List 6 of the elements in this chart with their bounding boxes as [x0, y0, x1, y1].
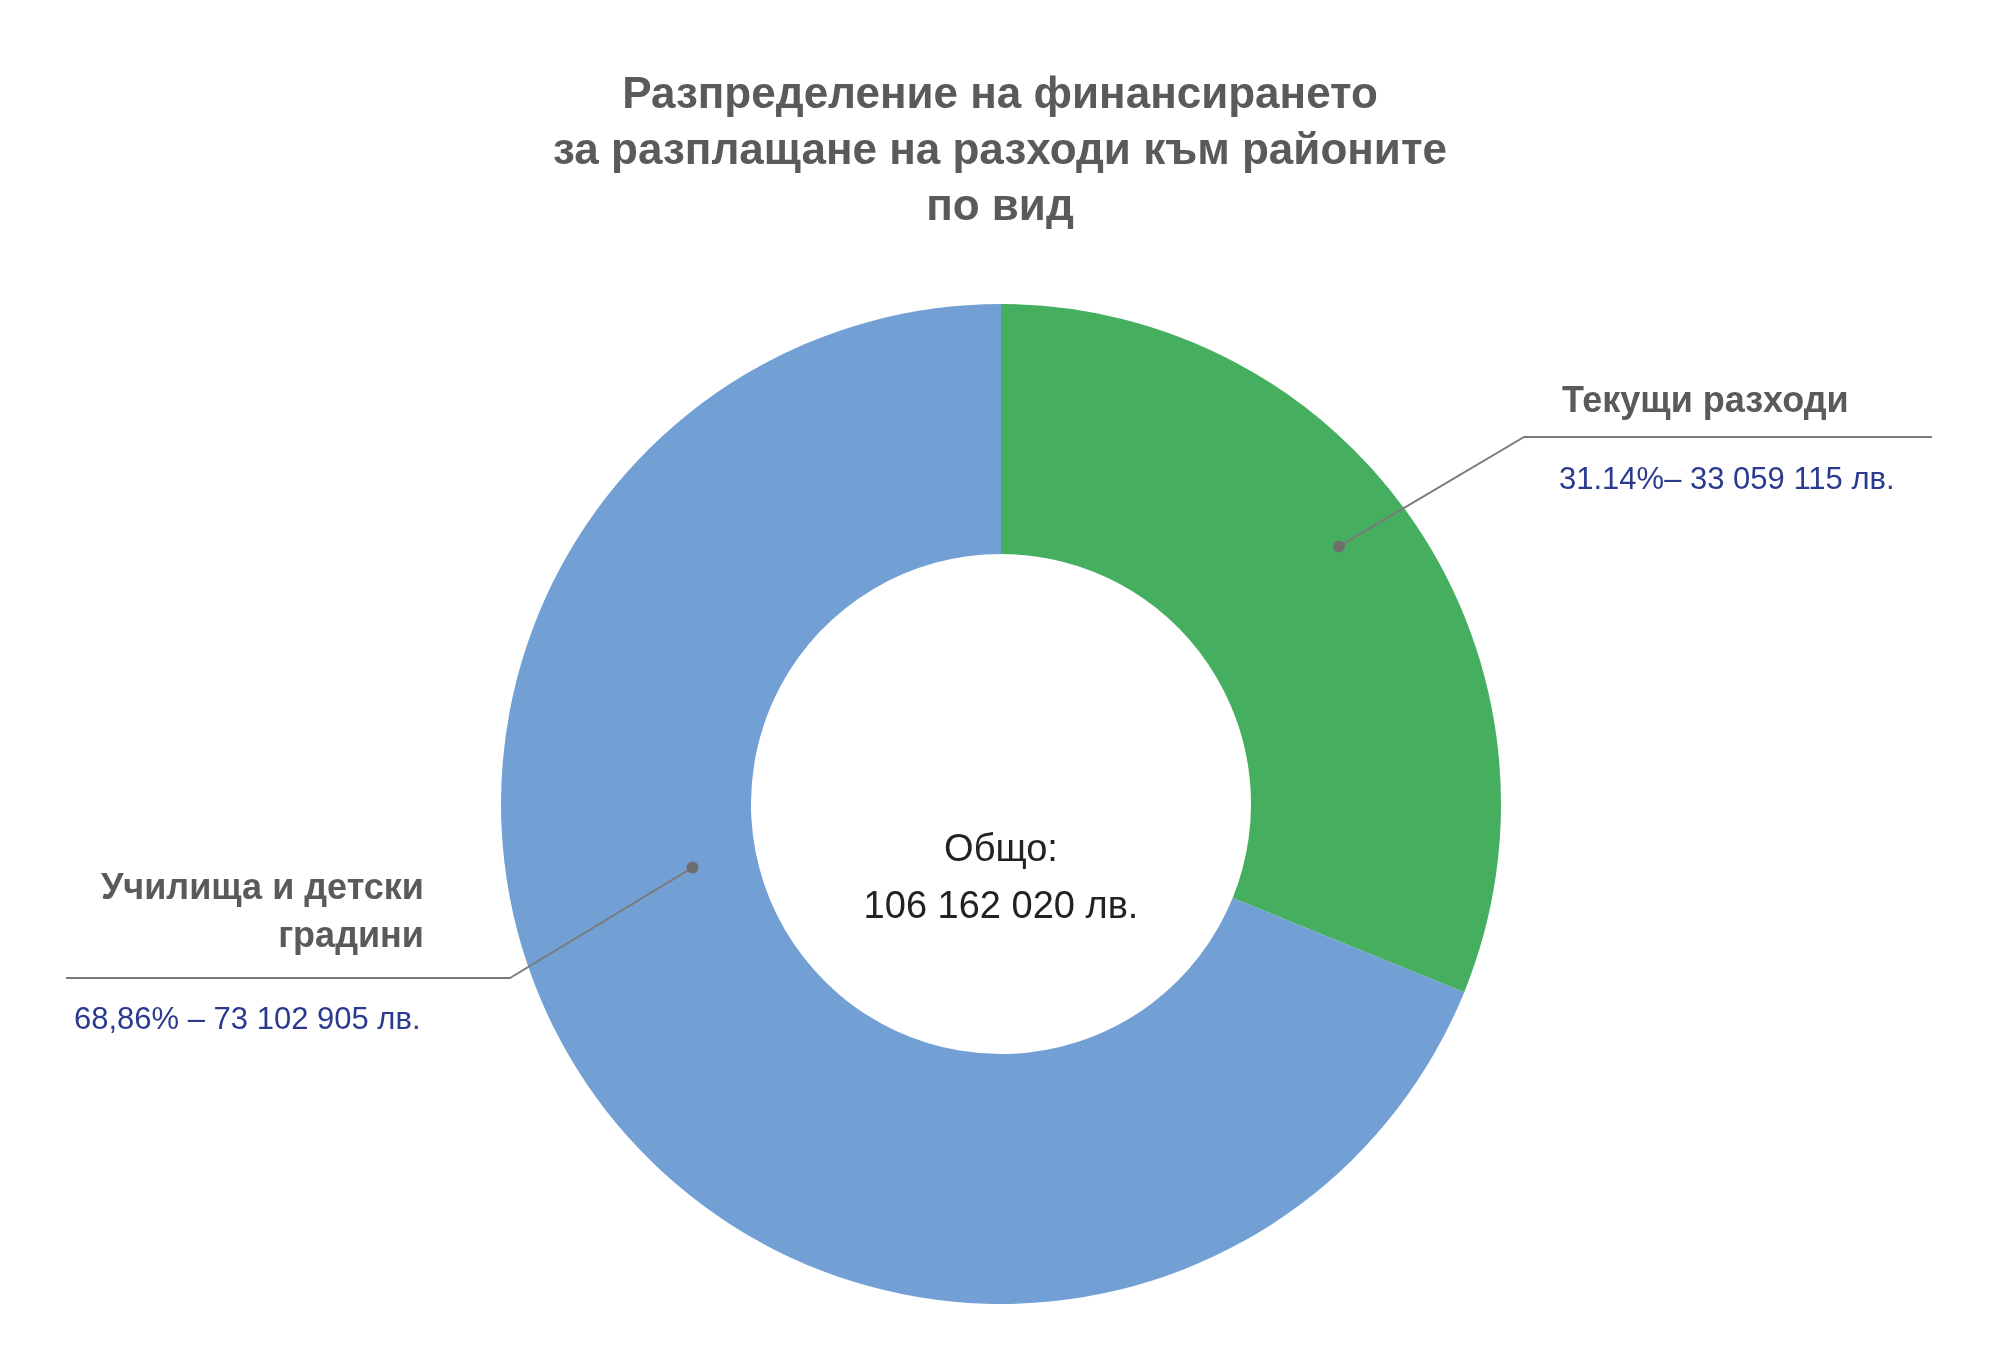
slice-label: Училища и детски градини	[100, 865, 424, 955]
text: Общо: 106 162 020 лв.	[863, 827, 1139, 927]
slice-label: Текущи разходи	[1562, 378, 1849, 420]
data-label: 31.14%– 33 059 115 лв.	[1559, 460, 1895, 496]
chart-title: Разпределение на финансирането за разплащане на разходи към районите по вид	[553, 68, 1447, 230]
data-label: 68,86% – 73 102 905 лв.	[74, 1000, 421, 1036]
